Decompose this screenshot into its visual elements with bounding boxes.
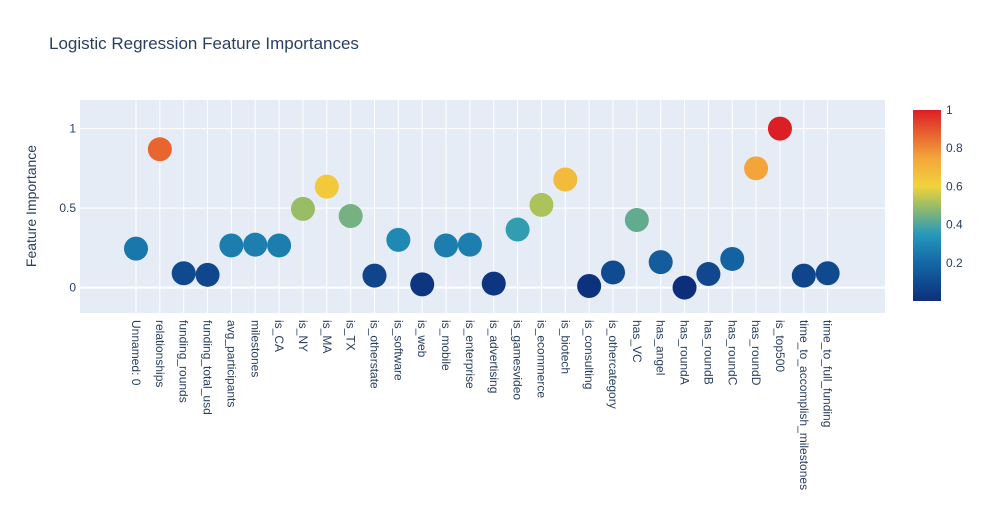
data-point [720, 246, 745, 271]
data-point [815, 261, 840, 286]
x-tick-label: is_advertising [487, 320, 501, 393]
data-point [171, 261, 196, 286]
colorbar [913, 110, 941, 301]
data-point [505, 217, 530, 242]
y-tick-label: 1 [69, 122, 76, 136]
data-point [791, 263, 816, 288]
data-point [767, 116, 792, 141]
x-tick-label: relationships [153, 320, 167, 387]
data-point [243, 232, 268, 257]
data-point [147, 137, 172, 162]
data-point [672, 275, 697, 300]
x-tick-label: is_ecommerce [534, 320, 548, 398]
data-point [744, 156, 769, 181]
data-point [410, 272, 435, 297]
x-tick-label: Unnamed: 0 [129, 320, 143, 386]
x-tick-label: is_software [391, 320, 405, 381]
x-tick-label: is_consulting [582, 320, 596, 389]
x-tick-label: is_mobile [439, 320, 453, 371]
data-point [290, 196, 315, 221]
data-point [601, 260, 625, 285]
data-point [124, 236, 148, 261]
x-tick-labels: Unnamed: 0 relationships funding_rounds fun… [129, 320, 835, 490]
x-tick-label: funding_total_usd [201, 320, 215, 415]
colorbar-tick-label: 1 [946, 103, 953, 117]
x-tick-label: has_roundC [725, 320, 739, 386]
data-point [338, 204, 363, 229]
data-point [219, 233, 244, 258]
data-point [267, 233, 292, 258]
x-tick-label: is_MA [320, 320, 334, 353]
colorbar-tick-labels: 0.2 0.4 0.6 0.8 1 [946, 103, 963, 270]
x-tick-label: is_TX [344, 320, 358, 351]
x-tick-label: is_otherstate [368, 320, 382, 389]
colorbar-tick-label: 0.6 [946, 179, 963, 193]
x-tick-label: is_web [415, 320, 429, 358]
y-tick-label: 0 [69, 281, 76, 295]
x-tick-label: is_gamesvideo [511, 320, 525, 400]
data-point [195, 262, 220, 287]
x-tick-label: funding_rounds [177, 320, 191, 403]
colorbar-tick-label: 0.4 [946, 218, 963, 232]
data-point [529, 192, 554, 217]
x-tick-label: is_top500 [773, 320, 787, 372]
data-point [553, 167, 578, 192]
x-tick-label: has_roundD [749, 320, 763, 386]
x-tick-label: has_roundB [701, 320, 715, 385]
x-tick-label: has_roundA [678, 320, 692, 385]
data-point [314, 174, 339, 199]
x-tick-label: is_NY [296, 320, 310, 352]
x-tick-label: has_VC [630, 320, 644, 363]
x-tick-label: milestones [248, 320, 262, 377]
data-point [434, 233, 459, 258]
colorbar-tick-label: 0.2 [946, 256, 963, 270]
x-tick-label: avg_participants [224, 320, 238, 407]
data-point [648, 250, 673, 275]
colorbar-tick-label: 0.8 [946, 141, 963, 155]
data-point [577, 273, 602, 298]
x-tick-label: has_angel [654, 320, 668, 375]
data-point [696, 262, 721, 287]
data-point [457, 232, 482, 257]
y-axis-label: Feature Importance [23, 145, 39, 267]
data-point [481, 271, 506, 296]
x-tick-label: time_to_full_funding [821, 320, 835, 427]
data-point [386, 227, 411, 252]
x-tick-label: is_biotech [558, 320, 572, 374]
y-tick-labels: 00.51 [59, 122, 76, 295]
x-tick-label: is_enterprise [463, 320, 477, 389]
data-point [362, 263, 387, 288]
y-tick-label: 0.5 [59, 201, 76, 215]
data-points [124, 116, 840, 300]
data-point [624, 208, 649, 233]
x-tick-label: time_to_accomplish_milestones [797, 320, 811, 490]
x-tick-label: is_othercategory [606, 320, 620, 409]
x-tick-label: is_CA [272, 320, 286, 352]
chart-title: Logistic Regression Feature Importances [49, 34, 359, 53]
